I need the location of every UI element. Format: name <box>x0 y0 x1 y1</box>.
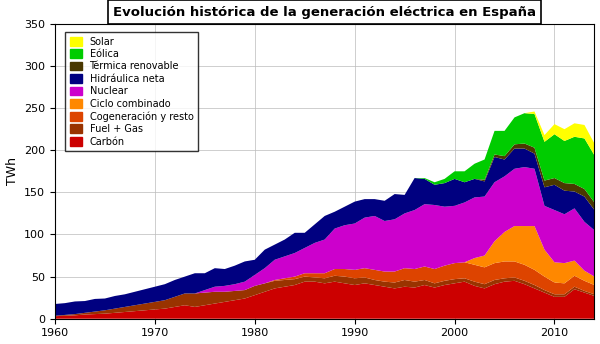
Y-axis label: TWh: TWh <box>5 157 19 185</box>
Title: Evolución histórica de la generación eléctrica en España: Evolución histórica de la generación elé… <box>113 6 536 19</box>
Legend: Solar, Eólica, Térmica renovable, Hidráulica neta, Nuclear, Ciclo combinado, Cog: Solar, Eólica, Térmica renovable, Hidráu… <box>65 32 198 151</box>
